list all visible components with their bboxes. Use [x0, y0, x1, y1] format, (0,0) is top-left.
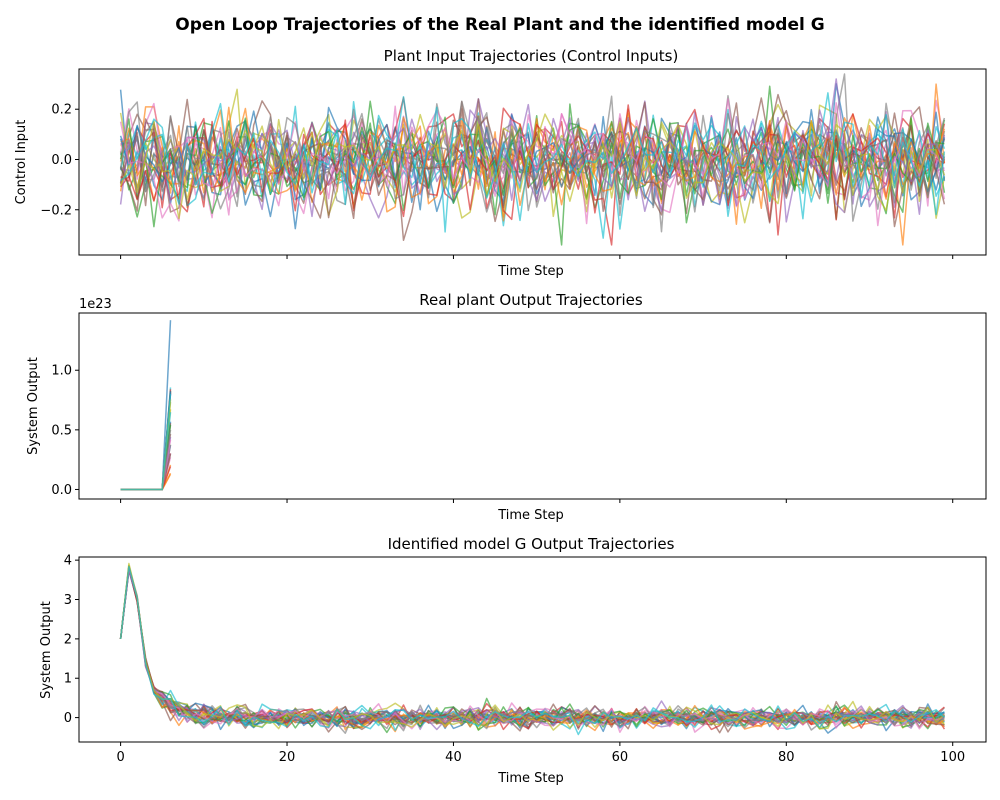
real-plant-output-xlabel: Time Step: [497, 508, 564, 523]
series-line-29: [119, 113, 946, 220]
y-tick-label: 0: [64, 711, 72, 726]
series-line-30: [120, 92, 946, 233]
series-line-30: [120, 393, 172, 491]
y-tick-label: 2: [64, 632, 72, 647]
real-plant-output-ylabel: System Output: [26, 357, 41, 455]
axes-frame: [78, 68, 987, 256]
plant-input-xlabel: Time Step: [497, 264, 564, 279]
real-plant-output-panel: Real plant Output Trajectories 0.0 0.5 1.0…: [26, 291, 987, 523]
plant-input-ylabel: Control Input: [14, 120, 29, 205]
y-tick-label: 1.0: [51, 364, 72, 379]
axes-frame: [78, 312, 987, 500]
series-line-29: [119, 562, 945, 731]
real-plant-output-series: [120, 320, 172, 491]
series-line-23: [119, 567, 945, 731]
plant-input-axes: −0.2 0.0 0.2: [40, 68, 987, 259]
figure-title: Open Loop Trajectories of the Real Plant…: [175, 15, 824, 35]
x-tick-label: 20: [279, 750, 296, 765]
x-tick-label: 60: [612, 750, 629, 765]
x-tick-label: 100: [940, 750, 965, 765]
real-plant-output-axes: 0.0 0.5 1.0: [51, 312, 987, 503]
model-g-output-xlabel: Time Step: [497, 771, 564, 786]
series-line-30: [119, 565, 945, 736]
y-tick-label: 3: [64, 593, 72, 608]
y-tick-label: 4: [64, 554, 72, 569]
y-tick-label: 0.2: [51, 103, 72, 118]
series-line-22: [119, 566, 945, 732]
plant-input-panel: Plant Input Trajectories (Control Inputs…: [14, 47, 987, 279]
model-g-output-panel: Identified model G Output Trajectories 0…: [39, 535, 987, 786]
model-g-output-series: [119, 562, 946, 736]
series-line-25: [119, 570, 945, 731]
series-line-18: [119, 569, 945, 729]
y-tick-label: 0.5: [51, 423, 72, 438]
y-tick-label: 1: [64, 672, 72, 687]
series-line-15: [119, 568, 945, 728]
series-line-21: [119, 106, 946, 218]
y-tick-label: 0.0: [51, 153, 72, 168]
plant-input-title: Plant Input Trajectories (Control Inputs…: [384, 47, 679, 65]
real-plant-offset-label: 1e23: [79, 297, 112, 312]
y-tick-label: 0.0: [51, 483, 72, 498]
y-tick-label: −0.2: [40, 203, 72, 218]
axes-frame: [78, 556, 987, 743]
series-line-26: [119, 93, 946, 242]
real-plant-output-title: Real plant Output Trajectories: [419, 291, 643, 309]
model-g-output-title: Identified model G Output Trajectories: [388, 535, 675, 553]
x-tick-label: 40: [445, 750, 462, 765]
model-g-output-axes: 0 20 40 60 80 100 0 1 2 3 4: [64, 554, 987, 765]
series-line-1: [120, 320, 172, 491]
model-g-output-ylabel: System Output: [39, 601, 54, 699]
x-tick-label: 80: [778, 750, 795, 765]
x-tick-label: 0: [116, 750, 124, 765]
plant-input-series: [119, 73, 946, 246]
series-line-26: [119, 566, 945, 733]
